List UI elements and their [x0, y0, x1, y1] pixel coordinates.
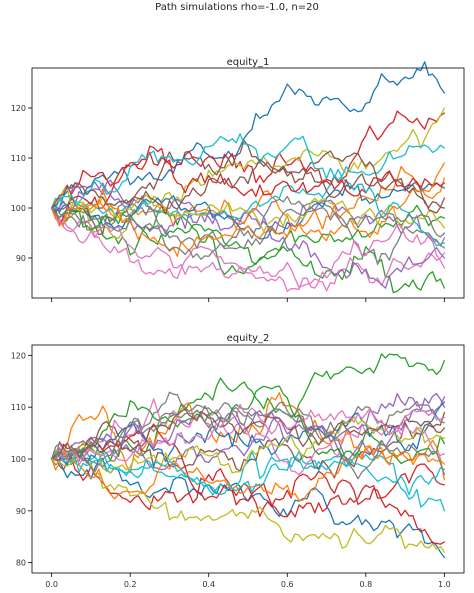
x-tick-label: 0.6	[281, 580, 294, 589]
series-path	[50, 110, 446, 209]
series-path	[50, 449, 446, 553]
series-path	[50, 451, 446, 545]
y-tick-label: 90	[16, 507, 26, 516]
series-path	[50, 206, 446, 260]
y-axis: 90 100 110 120	[11, 104, 32, 263]
series-path	[50, 415, 446, 474]
series-path	[50, 61, 446, 213]
series-path	[50, 186, 446, 233]
y-tick-label: 110	[11, 403, 26, 412]
series-path	[50, 204, 446, 265]
series-path	[50, 392, 446, 471]
series-path	[50, 385, 446, 465]
chart-equity-1: equity_1 90 100 110 120	[11, 57, 465, 302]
series-path	[50, 195, 446, 266]
axes-frame	[31, 67, 465, 299]
y-axis: 80 90 100 110 120	[11, 351, 32, 568]
y-tick-label: 90	[16, 254, 26, 263]
series-path	[50, 353, 446, 463]
y-tick-label: 120	[11, 104, 26, 113]
figure-suptitle: Path simulations rho=-1.0, n=20	[155, 2, 319, 13]
x-tick-label: 0.2	[124, 580, 137, 589]
series-path	[50, 139, 446, 236]
x-tick-label: 0.0	[45, 580, 58, 589]
series-path	[50, 162, 446, 257]
series-path	[50, 207, 446, 292]
y-tick-label: 110	[11, 154, 26, 163]
y-tick-label: 100	[11, 204, 26, 213]
series-path	[50, 401, 446, 480]
x-axis	[51, 298, 445, 302]
series-path	[50, 451, 446, 496]
y-tick-label: 120	[11, 351, 26, 360]
series-path	[50, 107, 446, 239]
paths-group	[50, 353, 446, 559]
x-axis: 0.0 0.2 0.4 0.6 0.8 1.0	[45, 573, 451, 589]
series-path	[50, 207, 446, 289]
series-path	[50, 133, 446, 247]
chart-title: equity_1	[227, 57, 270, 68]
y-tick-label: 80	[16, 559, 26, 568]
series-path	[50, 447, 446, 512]
series-path	[50, 398, 446, 476]
x-tick-label: 0.8	[359, 580, 372, 589]
x-tick-label: 0.4	[202, 580, 215, 589]
paths-group	[50, 61, 446, 294]
series-path	[50, 408, 446, 460]
series-path	[50, 145, 446, 227]
y-tick-label: 100	[11, 455, 26, 464]
chart-title: equity_2	[227, 333, 270, 344]
chart-equity-2: equity_2 80 90 100 110 120 0.0 0.2 0.4 0.6 0.8 1.…	[11, 333, 465, 589]
series-path	[50, 392, 446, 462]
series-path	[50, 423, 446, 518]
x-tick-label: 1.0	[438, 580, 451, 589]
series-path	[50, 158, 446, 215]
